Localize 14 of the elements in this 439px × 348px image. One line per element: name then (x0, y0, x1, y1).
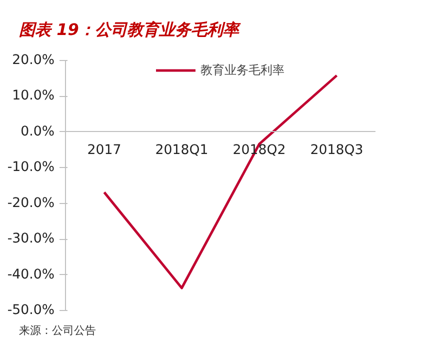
legend-label: 教育业务毛利率 (200, 62, 284, 78)
y-tick-label: -40.0% (7, 267, 55, 282)
y-tick-label: 0.0% (20, 124, 55, 140)
y-tick-label: -50.0% (7, 303, 55, 318)
source-note: 来源：公司公告 (19, 323, 96, 339)
y-tick-label: -20.0% (7, 196, 55, 211)
y-tick-label: -10.0% (7, 160, 55, 176)
x-tick-label: 2018Q1 (155, 142, 208, 158)
y-tick-label: 20.0% (12, 53, 55, 68)
chart-title: 图表 19：公司教育业务毛利率 (19, 19, 239, 41)
y-tick-label: 10.0% (12, 88, 55, 104)
x-tick-label: 2017 (87, 142, 122, 158)
y-tick-label: -30.0% (7, 232, 55, 247)
x-tick-label: 2018Q3 (310, 142, 364, 158)
